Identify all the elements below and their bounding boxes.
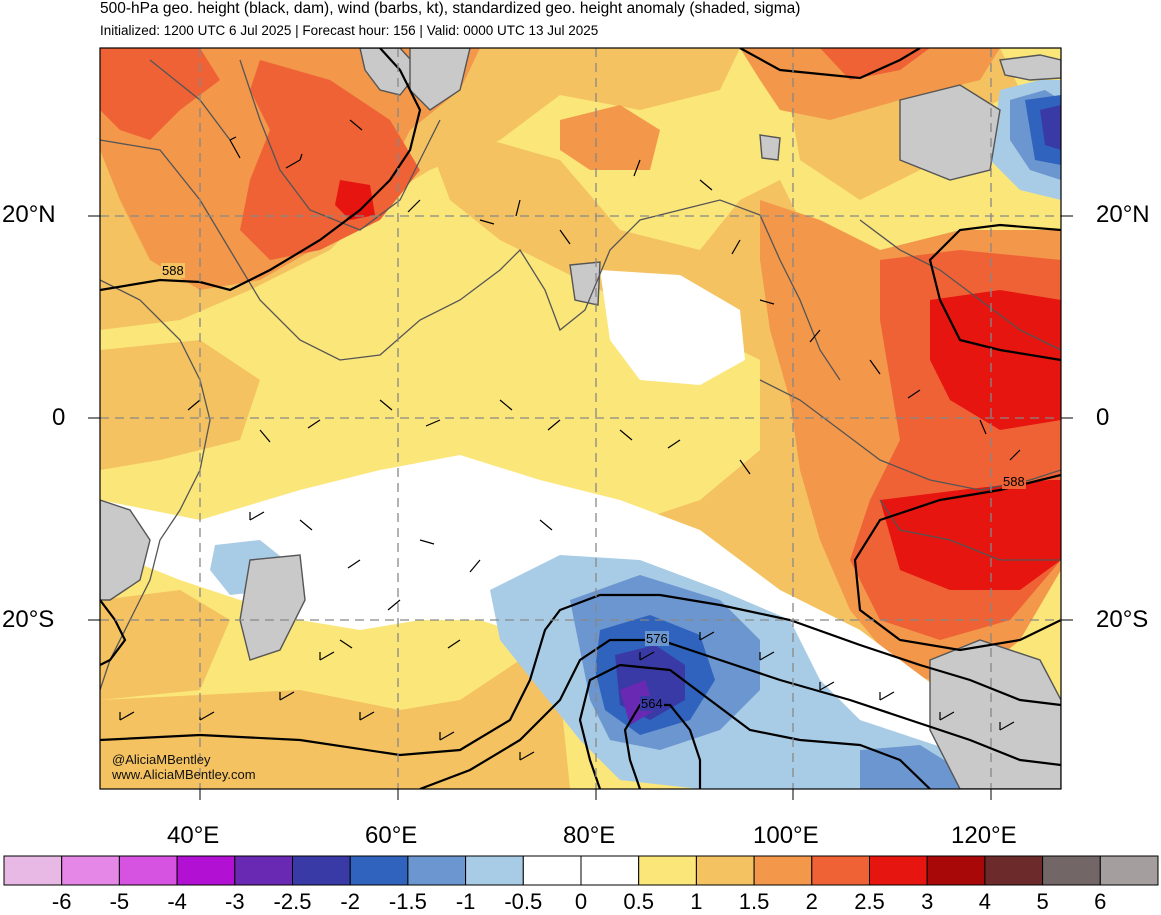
map-title: 500-hPa geo. height (black, dam), wind (…: [100, 0, 801, 17]
colorbar-label: 2.5: [854, 889, 885, 914]
colorbar-swatch: [580, 855, 640, 886]
colorbar-swatch: [234, 855, 294, 886]
colorbar-swatch: [1042, 855, 1101, 886]
contour-label-564: 564: [640, 696, 664, 711]
lat-label-20n-left: 20°N: [2, 201, 56, 228]
colorbar-swatch: [811, 855, 870, 886]
colorbar-swatch: [695, 855, 755, 886]
colorbar-label: -4: [167, 889, 187, 914]
colorbar-swatch: [522, 855, 582, 886]
lon-label-60e: 60°E: [365, 822, 418, 849]
colorbar-label: -2: [340, 889, 360, 914]
contour-label-576: 576: [645, 631, 669, 646]
colorbar-swatch: [984, 855, 1044, 886]
colorbar-label: 5: [1036, 889, 1049, 914]
lat-label-eq-right: 0: [1096, 404, 1110, 431]
map-subtitle: Initialized: 1200 UTC 6 Jul 2025 | Forec…: [100, 23, 599, 38]
colorbar-label: 2: [805, 889, 818, 914]
colorbar-swatch: [753, 855, 813, 886]
anomaly-shading: [100, 48, 1061, 789]
height-contours: [100, 48, 1061, 789]
lat-label-20n-right: 20°N: [1096, 201, 1150, 228]
contour-label-588-east: 588: [1002, 474, 1026, 489]
coastlines: [100, 59, 1061, 691]
colorbar-swatch: [926, 855, 986, 886]
colorbar-label: 1: [690, 889, 703, 914]
colorbar-label: -2.5: [273, 889, 312, 914]
colorbar-swatch: [176, 855, 236, 886]
colorbar-swatch: [638, 855, 697, 886]
colorbar-label: 6: [1094, 889, 1107, 914]
colorbar-label: 0: [574, 889, 588, 914]
colorbar-swatch: [118, 855, 178, 886]
colorbar-label: -5: [109, 889, 130, 914]
colorbar-label: -1: [455, 889, 476, 914]
lat-label-20s-right: 20°S: [1096, 606, 1149, 633]
lat-label-20s-left: 20°S: [2, 606, 55, 633]
lon-label-100e: 100°E: [753, 822, 819, 849]
landmasses: [100, 48, 1061, 789]
map-frame: [88, 47, 1073, 800]
colorbar: [3, 855, 1159, 886]
colorbar-label: -3: [225, 889, 245, 914]
colorbar-label: -0.5: [504, 889, 543, 914]
colorbar-swatch: [407, 855, 467, 886]
colorbar-swatch: [292, 855, 351, 886]
colorbar-label: 4: [978, 889, 992, 914]
lon-label-40e: 40°E: [167, 822, 220, 849]
colorbar-swatch: [1099, 855, 1159, 886]
colorbar-swatch: [349, 855, 409, 886]
contour-label-588-west: 588: [161, 263, 185, 278]
colorbar-swatch: [3, 855, 63, 886]
colorbar-label: -6: [51, 889, 72, 914]
colorbar-swatch: [869, 855, 928, 886]
colorbar-label: 1.5: [738, 889, 770, 914]
credit-handle: @AliciaMBentley: [112, 752, 211, 767]
lat-label-eq-left: 0: [52, 404, 66, 431]
wind-barbs: [119, 119, 1021, 761]
grid-lines: [100, 48, 1061, 789]
colorbar-swatch: [61, 855, 120, 886]
colorbar-swatch: [465, 855, 524, 886]
colorbar-label: 0.5: [623, 889, 654, 914]
lon-label-120e: 120°E: [951, 822, 1017, 849]
credit-website: www.AliciaMBentley.com: [112, 767, 256, 782]
colorbar-label: -1.5: [388, 889, 427, 914]
colorbar-label: 3: [921, 889, 934, 914]
lon-label-80e: 80°E: [563, 822, 616, 849]
